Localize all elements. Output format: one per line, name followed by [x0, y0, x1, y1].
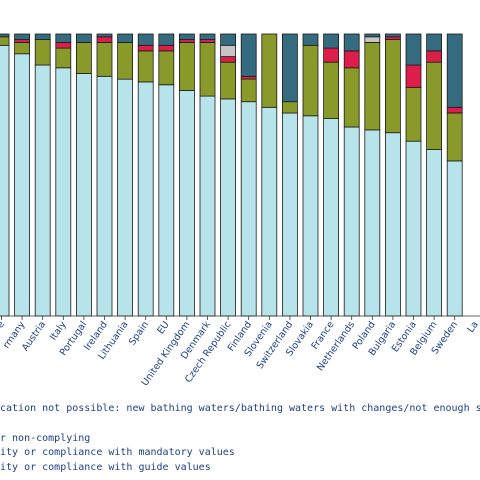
bar-segment-guide — [240, 101, 257, 317]
bar-segment-noncomplying — [137, 44, 154, 52]
bar-segment-guide — [96, 75, 113, 317]
bar-segment-mandatory — [446, 112, 463, 162]
bar-segment-guide — [220, 98, 237, 317]
bar-segment-mandatory — [158, 50, 175, 86]
bar-segment-noncomplying — [178, 39, 195, 43]
bar-segment-noncomplying — [199, 39, 216, 43]
bar-segment-guide — [405, 140, 422, 317]
bar-segment-mandatory — [137, 50, 154, 83]
bar-segment-guide — [302, 115, 319, 317]
bar-segment-mandatory — [117, 42, 133, 80]
bar-segment-guide — [343, 126, 360, 317]
bar-segment-guide — [34, 64, 51, 317]
bar-segment-closed — [426, 33, 443, 52]
bar-segment-mandatory — [426, 61, 443, 151]
bar-segment-noncomplying — [405, 64, 422, 89]
bar-segment-closed — [199, 33, 216, 40]
x-tick-label: e — [0, 319, 7, 330]
bar-segment-closed — [281, 33, 298, 103]
bar-segment-guide — [14, 53, 31, 317]
bar-segment-mandatory — [405, 87, 422, 142]
bar-segment-noncomplying — [446, 106, 463, 114]
bar-segment-noncomplying — [426, 50, 443, 63]
legend-item-guide: ity or compliance with guide values — [0, 462, 211, 473]
bar-segment-closed — [240, 33, 257, 77]
bar-segment-guide — [261, 106, 278, 317]
bar-segment-mandatory — [343, 67, 360, 128]
bar-segment-guide — [76, 73, 92, 317]
bar-segment-mandatory — [14, 42, 31, 55]
bar-segment-closed — [0, 33, 10, 38]
bar-segment-closed — [302, 33, 319, 46]
bar-segment-mandatory — [302, 44, 319, 117]
bar-segment-guide — [384, 132, 401, 317]
bar-segment-mandatory — [76, 42, 92, 74]
bar-segment-closed — [55, 33, 72, 43]
bar-segment-guide — [199, 95, 216, 317]
bar-segment-mandatory — [34, 39, 51, 66]
bar-segment-mandatory — [364, 42, 381, 131]
bar-segment-mandatory — [178, 42, 195, 91]
bar-segment-noncomplying — [55, 42, 72, 49]
bar-segment-noncomplying — [323, 47, 340, 63]
bar-segment-noncomplying — [14, 39, 31, 43]
bar-segment-closed — [220, 33, 237, 46]
bar-segment-closed — [384, 33, 401, 38]
plot-area — [0, 33, 480, 320]
bar-segment-closed — [446, 33, 463, 108]
bar-segment-closed — [405, 33, 422, 66]
x-tick-label: Spain — [127, 319, 151, 347]
bar-segment-noncomplying — [96, 36, 113, 43]
bar-segment-closed — [76, 33, 92, 43]
bar-segment-noncomplying — [384, 36, 401, 40]
bar-segment-guide — [137, 81, 154, 317]
bar-segment-closed — [364, 33, 381, 38]
legend: cation not possible: new bathing waters/… — [0, 403, 480, 473]
legend-item-mandatory: ity or compliance with mandatory values — [0, 447, 235, 458]
bar-segment-closed — [117, 33, 133, 43]
bar-segment-noncomplying — [343, 50, 360, 69]
bar-segment-guide — [323, 118, 340, 317]
bar-segment-noncomplying — [220, 56, 237, 63]
legend-item-notpossible: cation not possible: new bathing waters/… — [0, 403, 480, 414]
bar-segment-mandatory — [261, 33, 278, 108]
bar-segment-guide — [281, 112, 298, 317]
bar-segment-mandatory — [240, 78, 257, 103]
bar-segment-closed — [178, 33, 195, 40]
bar-segment-closed — [14, 33, 31, 40]
bar-segment-mandatory — [0, 36, 10, 46]
bar-segment-mandatory — [96, 42, 113, 77]
bar-segment-closed — [96, 33, 113, 38]
bar-segment-closed — [137, 33, 154, 46]
bar-segment-closed — [158, 33, 175, 46]
bar-segment-mandatory — [199, 42, 216, 97]
bar-segment-guide — [178, 90, 195, 317]
bar-segment-notpossible — [364, 36, 381, 43]
bar-segment-mandatory — [323, 61, 340, 120]
x-tick-label: La — [465, 319, 480, 334]
bar-segment-mandatory — [281, 101, 298, 114]
bar-segment-mandatory — [220, 61, 237, 100]
bar-segment-guide — [426, 149, 443, 317]
legend-item-noncomplying: r non-complying — [0, 433, 90, 444]
bar-segment-noncomplying — [240, 75, 257, 80]
bar-segment-notpossible — [220, 44, 237, 57]
bar-segment-closed — [323, 33, 340, 49]
bar-segment-guide — [55, 67, 72, 317]
x-tick-label: EU — [155, 319, 171, 336]
bar-segment-guide — [364, 129, 381, 317]
bar-segment-closed — [34, 33, 51, 40]
bar-segment-noncomplying — [158, 44, 175, 52]
bar-segment-guide — [117, 78, 133, 317]
bar-segment-guide — [0, 44, 10, 317]
bar-segment-closed — [343, 33, 360, 52]
bar-segment-guide — [158, 84, 175, 317]
bar-segment-mandatory — [384, 39, 401, 134]
bar-segment-guide — [446, 160, 463, 317]
bar-segment-mandatory — [55, 47, 72, 69]
